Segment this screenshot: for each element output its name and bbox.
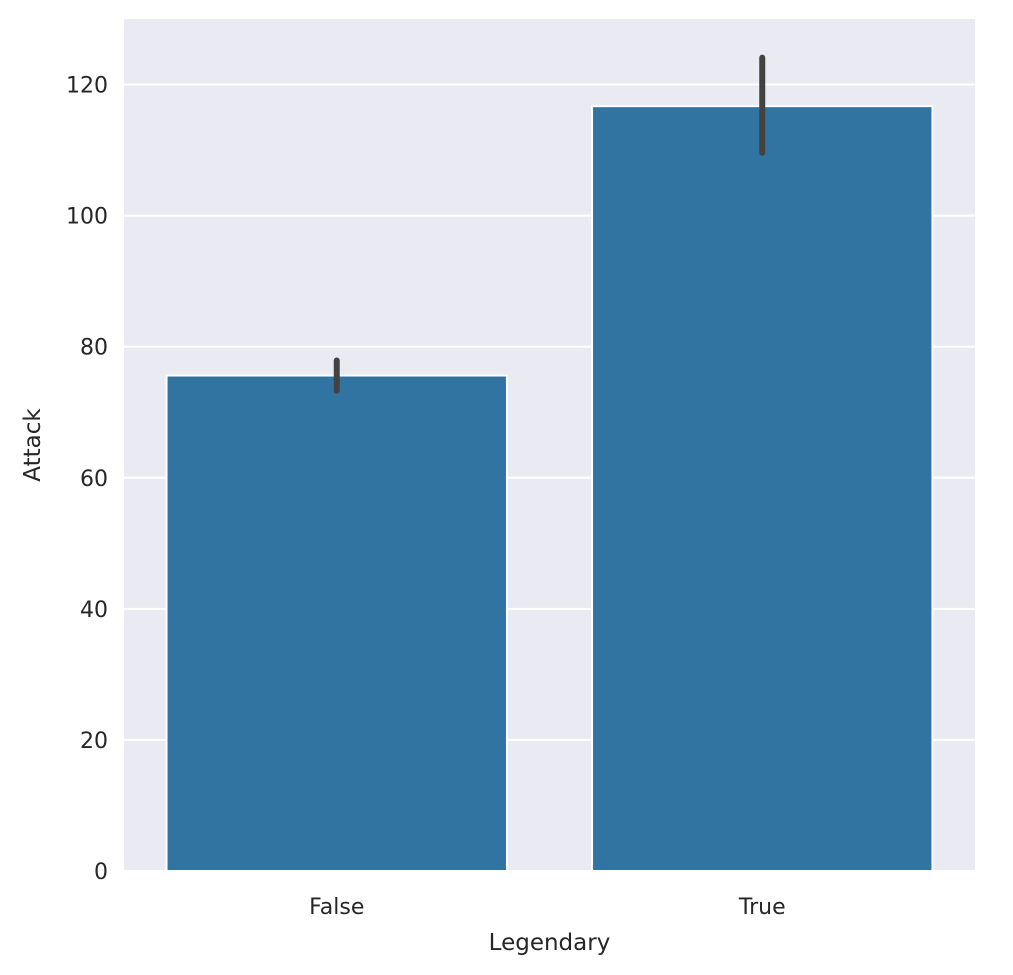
bar-true (591, 105, 934, 873)
y-tick-label-40: 40 (80, 598, 108, 623)
y-tick-label-100: 100 (66, 205, 108, 230)
x-tick-label-false: False (309, 895, 364, 920)
y-axis-ticks: 0 20 40 60 80 100 120 (66, 74, 108, 885)
error-bars (333, 54, 766, 394)
x-axis-label: Legendary (489, 930, 611, 956)
bar-false (165, 374, 508, 872)
bars (165, 105, 934, 873)
y-tick-label-20: 20 (80, 729, 108, 754)
y-tick-label-0: 0 (94, 860, 108, 885)
y-axis-label: Attack (20, 408, 46, 482)
y-tick-label-80: 80 (80, 336, 108, 361)
y-tick-label-60: 60 (80, 467, 108, 492)
x-tick-label-true: True (738, 895, 786, 920)
x-axis-ticks: False True (309, 895, 785, 920)
y-tick-label-120: 120 (66, 74, 108, 99)
